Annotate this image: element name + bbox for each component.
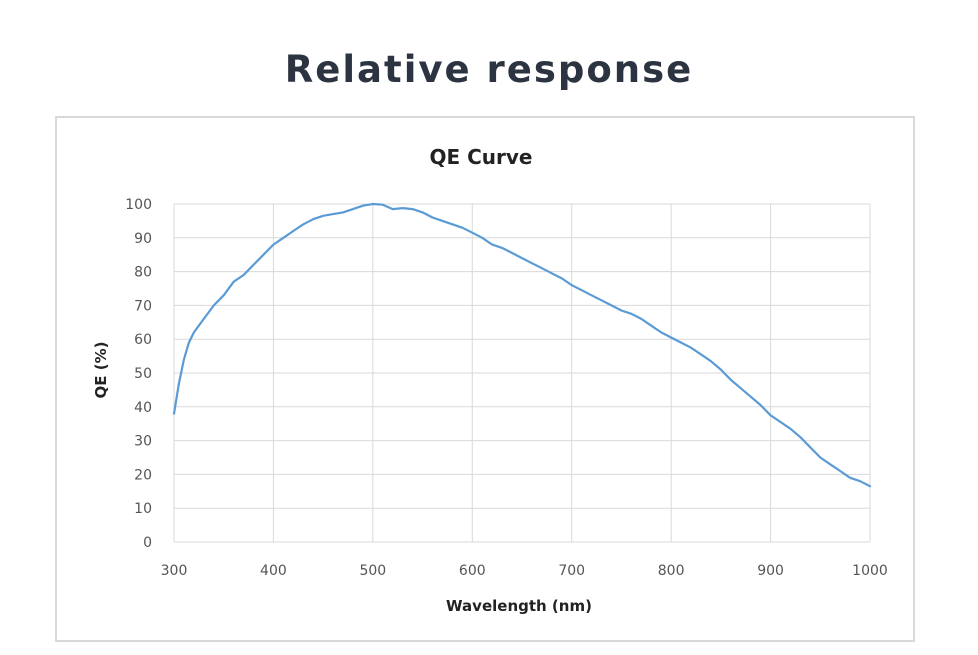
chart-title: QE Curve (429, 145, 532, 169)
qe-series-line (172, 202, 872, 488)
x-tick-label: 1000 (852, 563, 888, 579)
y-tick-label: 90 (134, 231, 152, 247)
grid (173, 203, 871, 543)
y-tick-label: 50 (134, 366, 152, 382)
x-tick-label: 700 (558, 563, 585, 579)
y-tick-label: 80 (134, 265, 152, 281)
x-axis-label: Wavelength (nm) (446, 597, 592, 615)
y-tick-label: 70 (134, 298, 152, 314)
y-tick-label: 60 (134, 332, 152, 348)
tick-labels: 0 10 20 30 40 50 60 70 80 90 100 300 400 500 600 700 800… (125, 197, 888, 579)
page-heading: Relative response (284, 48, 694, 91)
x-tick-label: 300 (161, 563, 188, 579)
y-tick-label: 100 (125, 197, 152, 213)
qe-curve-chart: QE Curve 0 10 20 30 40 50 60 70 80 90 100 300 400 500… (92, 145, 888, 615)
series-group (172, 202, 872, 488)
x-tick-label: 900 (757, 563, 784, 579)
y-tick-label: 10 (134, 501, 152, 517)
y-tick-label: 30 (134, 434, 152, 450)
y-tick-label: 0 (143, 535, 152, 551)
x-tick-label: 600 (459, 563, 486, 579)
chart-frame: QE Curve 0 10 20 30 40 50 60 70 80 90 100 300 400 500… (55, 116, 915, 642)
x-tick-label: 400 (260, 563, 287, 579)
y-tick-label: 20 (134, 467, 152, 483)
y-axis-label: QE (%) (92, 342, 110, 399)
x-tick-label: 800 (658, 563, 685, 579)
y-tick-label: 40 (134, 400, 152, 416)
x-tick-label: 500 (359, 563, 386, 579)
